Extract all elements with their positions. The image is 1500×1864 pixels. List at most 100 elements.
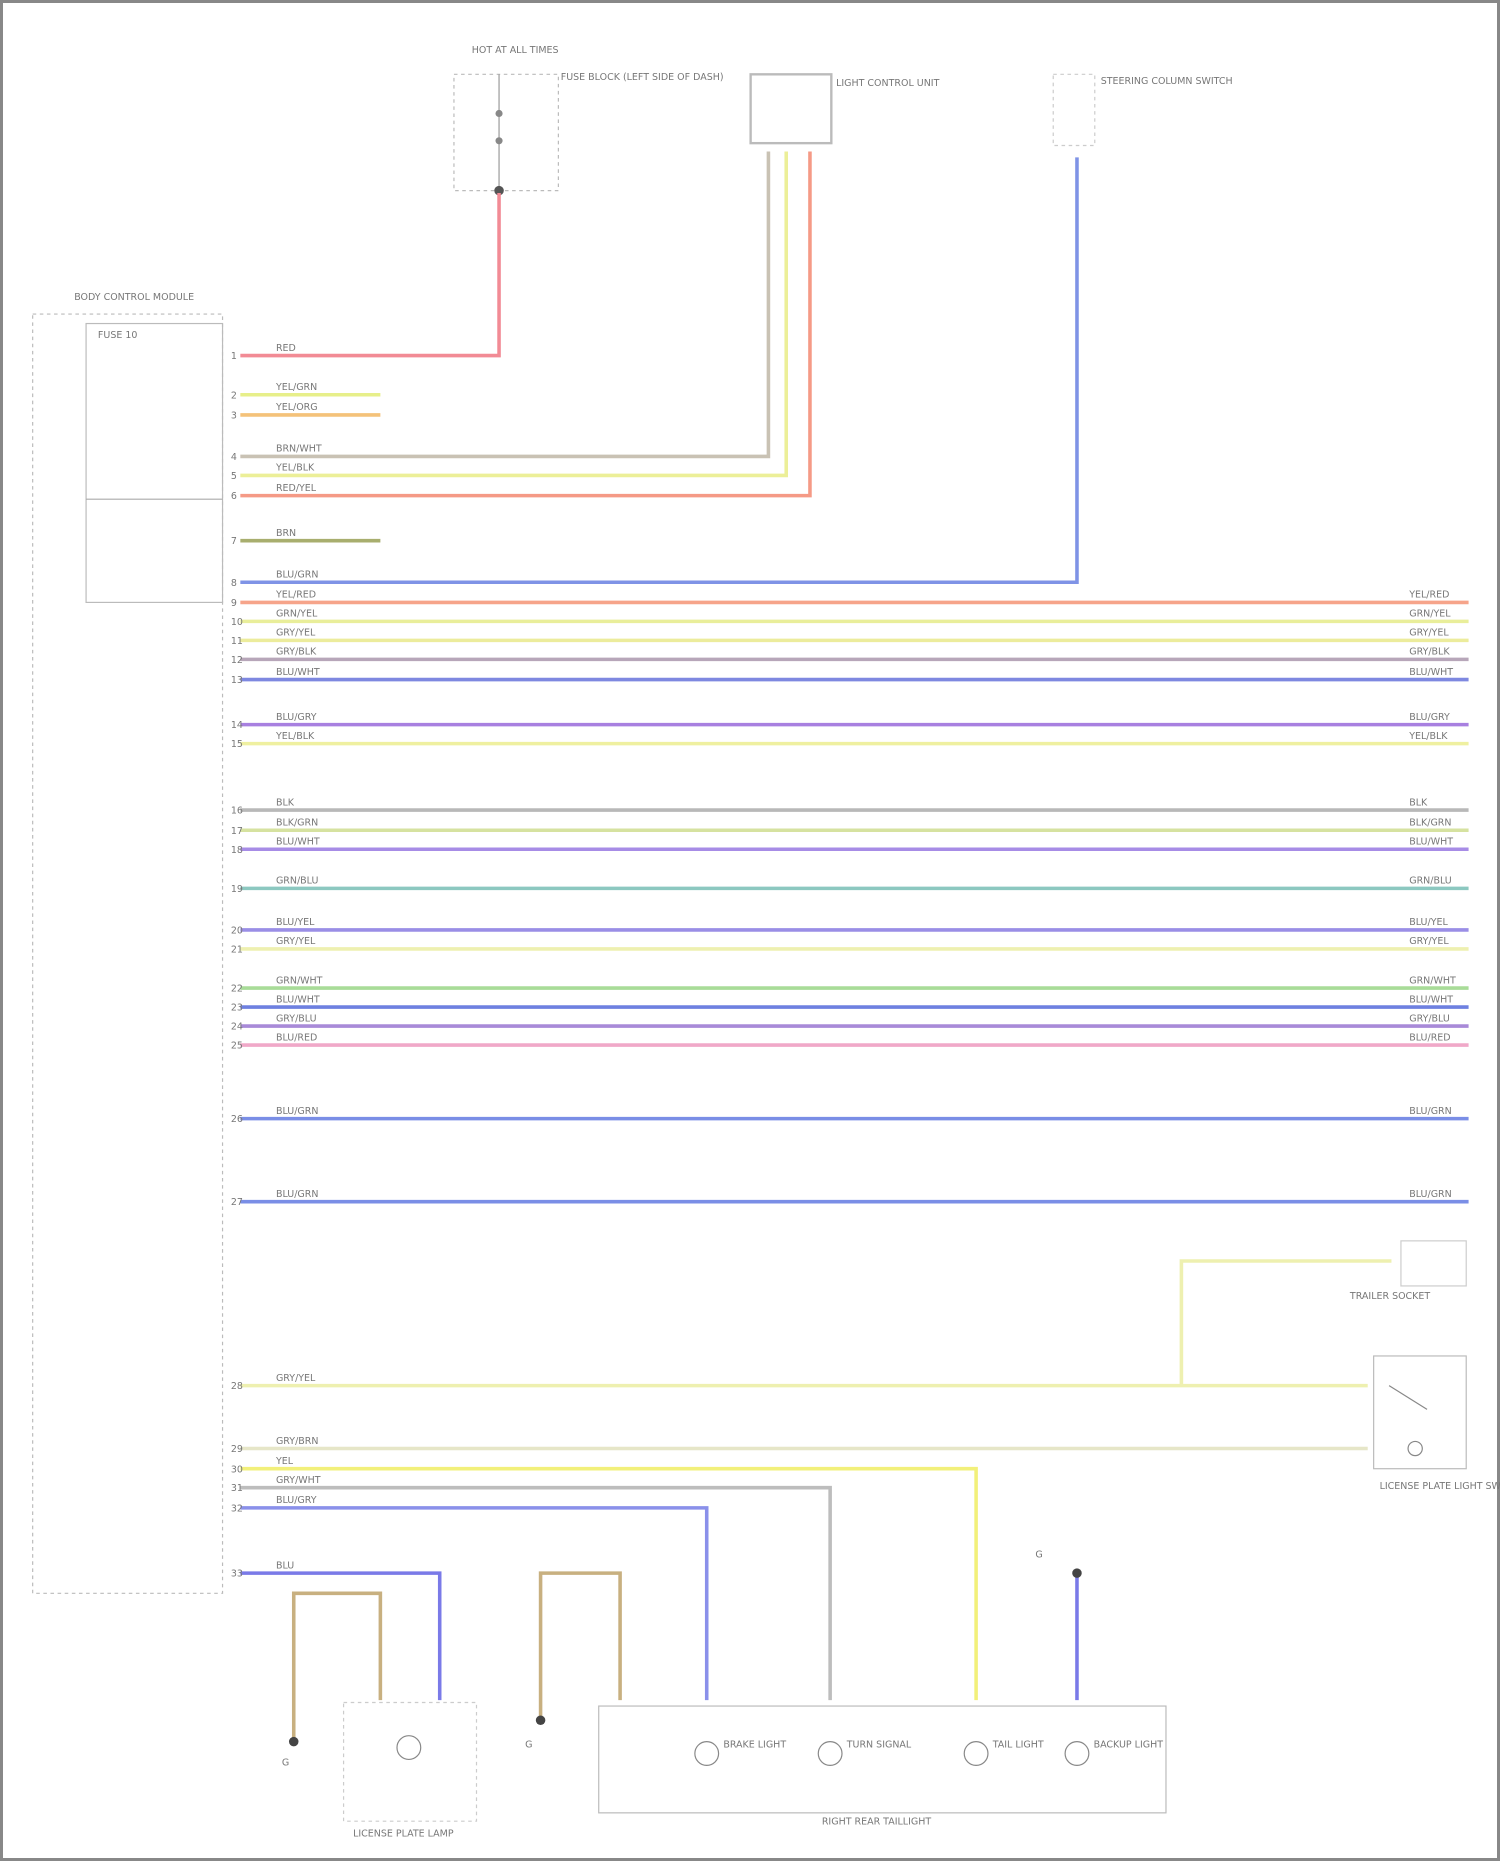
pin-number: 13 (231, 675, 243, 686)
wire-code-label: BRN (276, 528, 296, 539)
ground-rear-icon (1072, 1568, 1082, 1578)
wire-code-label: BLU/GRY (276, 1495, 317, 1506)
body-control-module: BODY CONTROL MODULE FUSE 10 (32, 292, 224, 1594)
ground-mid-icon (535, 1715, 546, 1726)
bulb-label: TURN SIGNAL (846, 1740, 912, 1751)
pin-number: 20 (231, 926, 243, 937)
wire-code-label-right: GRY/YEL (1409, 628, 1449, 639)
trailer-socket-label: TRAILER SOCKET (1349, 1291, 1430, 1302)
bulb-label: BRAKE LIGHT (723, 1740, 786, 1751)
pin-number: 5 (231, 471, 237, 482)
steering-column-switch-label: STEERING COLUMN SWITCH (1101, 76, 1233, 87)
ground-wire (538, 1571, 622, 1721)
wire-code-label: YEL/RED (275, 590, 316, 601)
fuse-block-label: FUSE BLOCK (LEFT SIDE OF DASH) (561, 72, 724, 83)
wire-code-label-right: GRN/YEL (1409, 609, 1451, 620)
light-control-unit: LIGHT CONTROL UNIT (749, 73, 940, 145)
wire-code-label-right: BLU/WHT (1409, 994, 1453, 1005)
wire-code-label-right: BLU/WHT (1409, 836, 1453, 847)
ground-left-label: G (282, 1757, 289, 1768)
wire-5 (240, 151, 789, 478)
wire-code-label-right: GRN/BLU (1409, 876, 1452, 887)
wire-code-label: BRN/WHT (276, 444, 322, 455)
wire-4 (240, 151, 771, 459)
pin-number: 16 (231, 806, 243, 817)
wire-code-label-right: GRY/BLU (1409, 1013, 1450, 1024)
wire-code-label-right: BLU/YEL (1409, 917, 1448, 928)
ground-left-icon (288, 1736, 299, 1747)
bulb-label: TAIL LIGHT (992, 1740, 1044, 1751)
trailer-socket: TRAILER SOCKET (1349, 1240, 1467, 1302)
wire-8 (240, 157, 1079, 585)
wire-code-label: GRY/YEL (276, 936, 316, 947)
wire-code-label: RED (276, 343, 296, 354)
pin-number: 17 (231, 826, 243, 837)
controller-fuse-label: FUSE 10 (98, 330, 138, 341)
wire-code-label: YEL/GRN (275, 382, 317, 393)
license-plate-light-switch: LICENSE PLATE LIGHT SWITCH (1373, 1355, 1500, 1492)
pin-number: 21 (231, 944, 243, 955)
bulb-icon (694, 1741, 720, 1766)
wire-code-label: BLU (276, 1560, 294, 1571)
pin-number: 26 (231, 1114, 243, 1125)
bulb-icon (817, 1741, 843, 1766)
ground-wire (291, 1591, 383, 1742)
pin-number: 6 (231, 491, 237, 502)
wire-code-label: YEL/BLK (275, 463, 315, 474)
pin-number: 8 (231, 578, 237, 589)
pin-number: 30 (231, 1464, 243, 1475)
wire-code-label-right: YEL/BLK (1408, 731, 1448, 742)
fuse-block: HOT AT ALL TIMES FUSE BLOCK (LEFT SIDE O… (453, 45, 724, 196)
pin-number: 19 (231, 884, 243, 895)
pin-number: 4 (231, 452, 237, 463)
wire-code-label-right: BLK (1409, 797, 1428, 808)
pin-number: 10 (231, 617, 243, 628)
license-plate-lamp-label: LICENSE PLATE LAMP (353, 1829, 454, 1840)
wire-code-label: GRN/YEL (276, 609, 318, 620)
wire-code-label: BLU/RED (276, 1032, 317, 1043)
wire-code-label: BLU/WHT (276, 836, 320, 847)
wire-code-label: BLK/GRN (276, 818, 318, 829)
wire-code-label: BLU/GRN (276, 1189, 319, 1200)
wire-6 (240, 151, 812, 498)
wire-code-label: BLU/YEL (276, 917, 315, 928)
pin-number: 18 (231, 845, 243, 856)
ground-rear-label: G (1035, 1550, 1042, 1561)
controller-label: BODY CONTROL MODULE (74, 292, 194, 303)
wire-31 (240, 1485, 832, 1701)
pin-number: 14 (231, 720, 243, 731)
pin-number: 3 (231, 410, 237, 421)
license-plate-lamp: LICENSE PLATE LAMP (342, 1701, 478, 1840)
wire-code-label-right: GRN/WHT (1409, 975, 1456, 986)
wire-code-label: GRY/WHT (276, 1475, 321, 1486)
grounds: G G G (282, 1550, 1082, 1768)
wires: RED 1 YEL/GRN 2 YEL/ORG 3 BRN/WHT 4 YEL/BLK 5 RED/… (231, 151, 1469, 1742)
pin-number: 33 (231, 1569, 243, 1580)
wire-code-label-right: BLU/RED (1409, 1032, 1450, 1043)
pin-number: 12 (231, 655, 243, 666)
pin-number: 32 (231, 1503, 243, 1514)
wire-code-label: YEL (275, 1456, 294, 1467)
wire-code-label: GRN/BLU (276, 876, 319, 887)
wire-code-label: BLU/GRN (276, 569, 319, 580)
taillight-assembly-label: RIGHT REAR TAILLIGHT (822, 1817, 932, 1828)
pin-number: 29 (231, 1444, 243, 1455)
bulb-label: BACKUP LIGHT (1094, 1740, 1164, 1751)
wire-33 (240, 1571, 442, 1701)
pin-number: 1 (231, 351, 237, 362)
wire-code-label: GRN/WHT (276, 975, 323, 986)
wire-code-label-right: GRY/YEL (1409, 936, 1449, 947)
wire-code-label-right: GRY/BLK (1409, 647, 1450, 658)
wire-code-label-right: YEL/RED (1408, 590, 1449, 601)
ground-mid-label: G (525, 1740, 532, 1751)
bulb-icon (1064, 1741, 1090, 1766)
light-control-unit-label: LIGHT CONTROL UNIT (836, 78, 940, 89)
wire-code-label-right: BLK/GRN (1409, 818, 1451, 829)
wire-code-label-right: BLU/GRN (1409, 1189, 1452, 1200)
fuse-block-title: HOT AT ALL TIMES (472, 45, 559, 56)
wire-1 (240, 192, 501, 358)
wire-code-label-right: BLU/GRN (1409, 1106, 1452, 1117)
license-switch-label: LICENSE PLATE LIGHT SWITCH (1380, 1481, 1500, 1492)
wire-code-label: YEL/ORG (275, 402, 318, 413)
